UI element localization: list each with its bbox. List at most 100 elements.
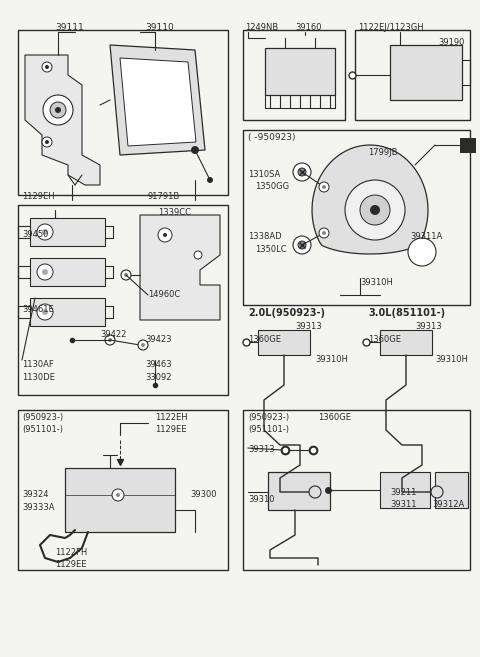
Circle shape [124,273,128,277]
Circle shape [322,185,326,189]
Text: 39160: 39160 [295,23,322,32]
Polygon shape [30,218,105,246]
Text: 14960C: 14960C [148,290,180,299]
Text: ( -950923): ( -950923) [248,133,296,142]
Text: 1310SA: 1310SA [248,170,280,179]
Circle shape [207,177,213,183]
Polygon shape [30,258,105,286]
Circle shape [158,228,172,242]
Circle shape [319,228,329,238]
Text: 1339CC: 1339CC [158,208,191,217]
Text: 39310H: 39310H [315,355,348,364]
Text: 39423: 39423 [145,335,171,344]
Text: 1130AF: 1130AF [22,360,54,369]
Text: 39311A: 39311A [410,232,442,241]
Circle shape [43,95,73,125]
Circle shape [45,140,49,144]
Text: 39310: 39310 [248,495,275,504]
Text: 1129EH: 1129EH [22,192,55,201]
Polygon shape [268,472,330,510]
Polygon shape [110,45,205,155]
Polygon shape [460,138,475,152]
Bar [18,30,228,195]
Bar [18,410,228,570]
Circle shape [105,335,115,345]
Circle shape [55,107,61,113]
Text: (950923-): (950923-) [22,413,63,422]
Bar [243,30,345,120]
Text: 1129EE: 1129EE [155,425,187,434]
Text: 39312A: 39312A [432,500,464,509]
Bar [243,410,470,570]
Circle shape [298,241,306,249]
Circle shape [360,195,390,225]
Circle shape [298,168,306,176]
Circle shape [42,309,48,315]
Circle shape [37,304,53,320]
Bar [243,130,470,305]
Circle shape [141,343,145,347]
Text: 1360GE: 1360GE [318,413,351,422]
Circle shape [112,489,124,501]
Bar [355,30,470,120]
Circle shape [293,236,311,254]
Text: 1338AD: 1338AD [248,232,282,241]
Circle shape [37,264,53,280]
Circle shape [37,224,53,240]
Text: 3.0L(851101-): 3.0L(851101-) [368,308,445,318]
Text: 39463: 39463 [145,360,172,369]
Text: (950923-): (950923-) [248,413,289,422]
Text: 39450: 39450 [22,230,48,239]
Text: 39313: 39313 [415,322,442,331]
Circle shape [138,340,148,350]
Circle shape [319,182,329,192]
Circle shape [121,270,131,280]
Text: 39110: 39110 [145,23,174,32]
Circle shape [431,486,443,498]
Circle shape [45,65,49,69]
Text: 39313: 39313 [295,322,322,331]
Circle shape [163,233,167,237]
Bar [18,205,228,395]
Circle shape [370,205,380,215]
Text: 39313: 39313 [248,445,275,454]
Polygon shape [120,58,196,146]
Text: 33092: 33092 [145,373,171,382]
Circle shape [50,102,66,118]
Text: 39324: 39324 [22,490,48,499]
Polygon shape [390,45,462,100]
Polygon shape [258,330,310,355]
Circle shape [108,338,112,342]
Text: 1350GG: 1350GG [255,182,289,191]
Text: 1122FH: 1122FH [55,548,87,557]
Polygon shape [140,215,220,320]
Text: 39311: 39311 [390,500,417,509]
Circle shape [42,62,52,72]
Circle shape [293,163,311,181]
Polygon shape [380,472,430,508]
Circle shape [191,146,199,154]
Text: (951101-): (951101-) [22,425,63,434]
Circle shape [42,269,48,275]
Text: 39461E: 39461E [22,305,54,314]
Circle shape [194,251,202,259]
Text: 1249NB: 1249NB [245,23,278,32]
Text: 1130DE: 1130DE [22,373,55,382]
Text: 1799JB: 1799JB [368,148,397,157]
Circle shape [408,238,436,266]
Text: 1350LC: 1350LC [255,245,287,254]
Polygon shape [25,55,100,185]
Text: 39190: 39190 [438,38,464,47]
Text: 39310H: 39310H [360,278,393,287]
Text: 91791B: 91791B [148,192,180,201]
Text: 39211: 39211 [390,488,416,497]
Text: 1360GE: 1360GE [368,335,401,344]
Text: 1129EE: 1129EE [55,560,86,569]
Text: 1122EJ/1123GH: 1122EJ/1123GH [358,23,424,32]
Text: 1360GE: 1360GE [248,335,281,344]
Circle shape [322,231,326,235]
Text: 39300: 39300 [190,490,216,499]
Circle shape [309,486,321,498]
Polygon shape [312,145,428,254]
Polygon shape [65,468,175,532]
